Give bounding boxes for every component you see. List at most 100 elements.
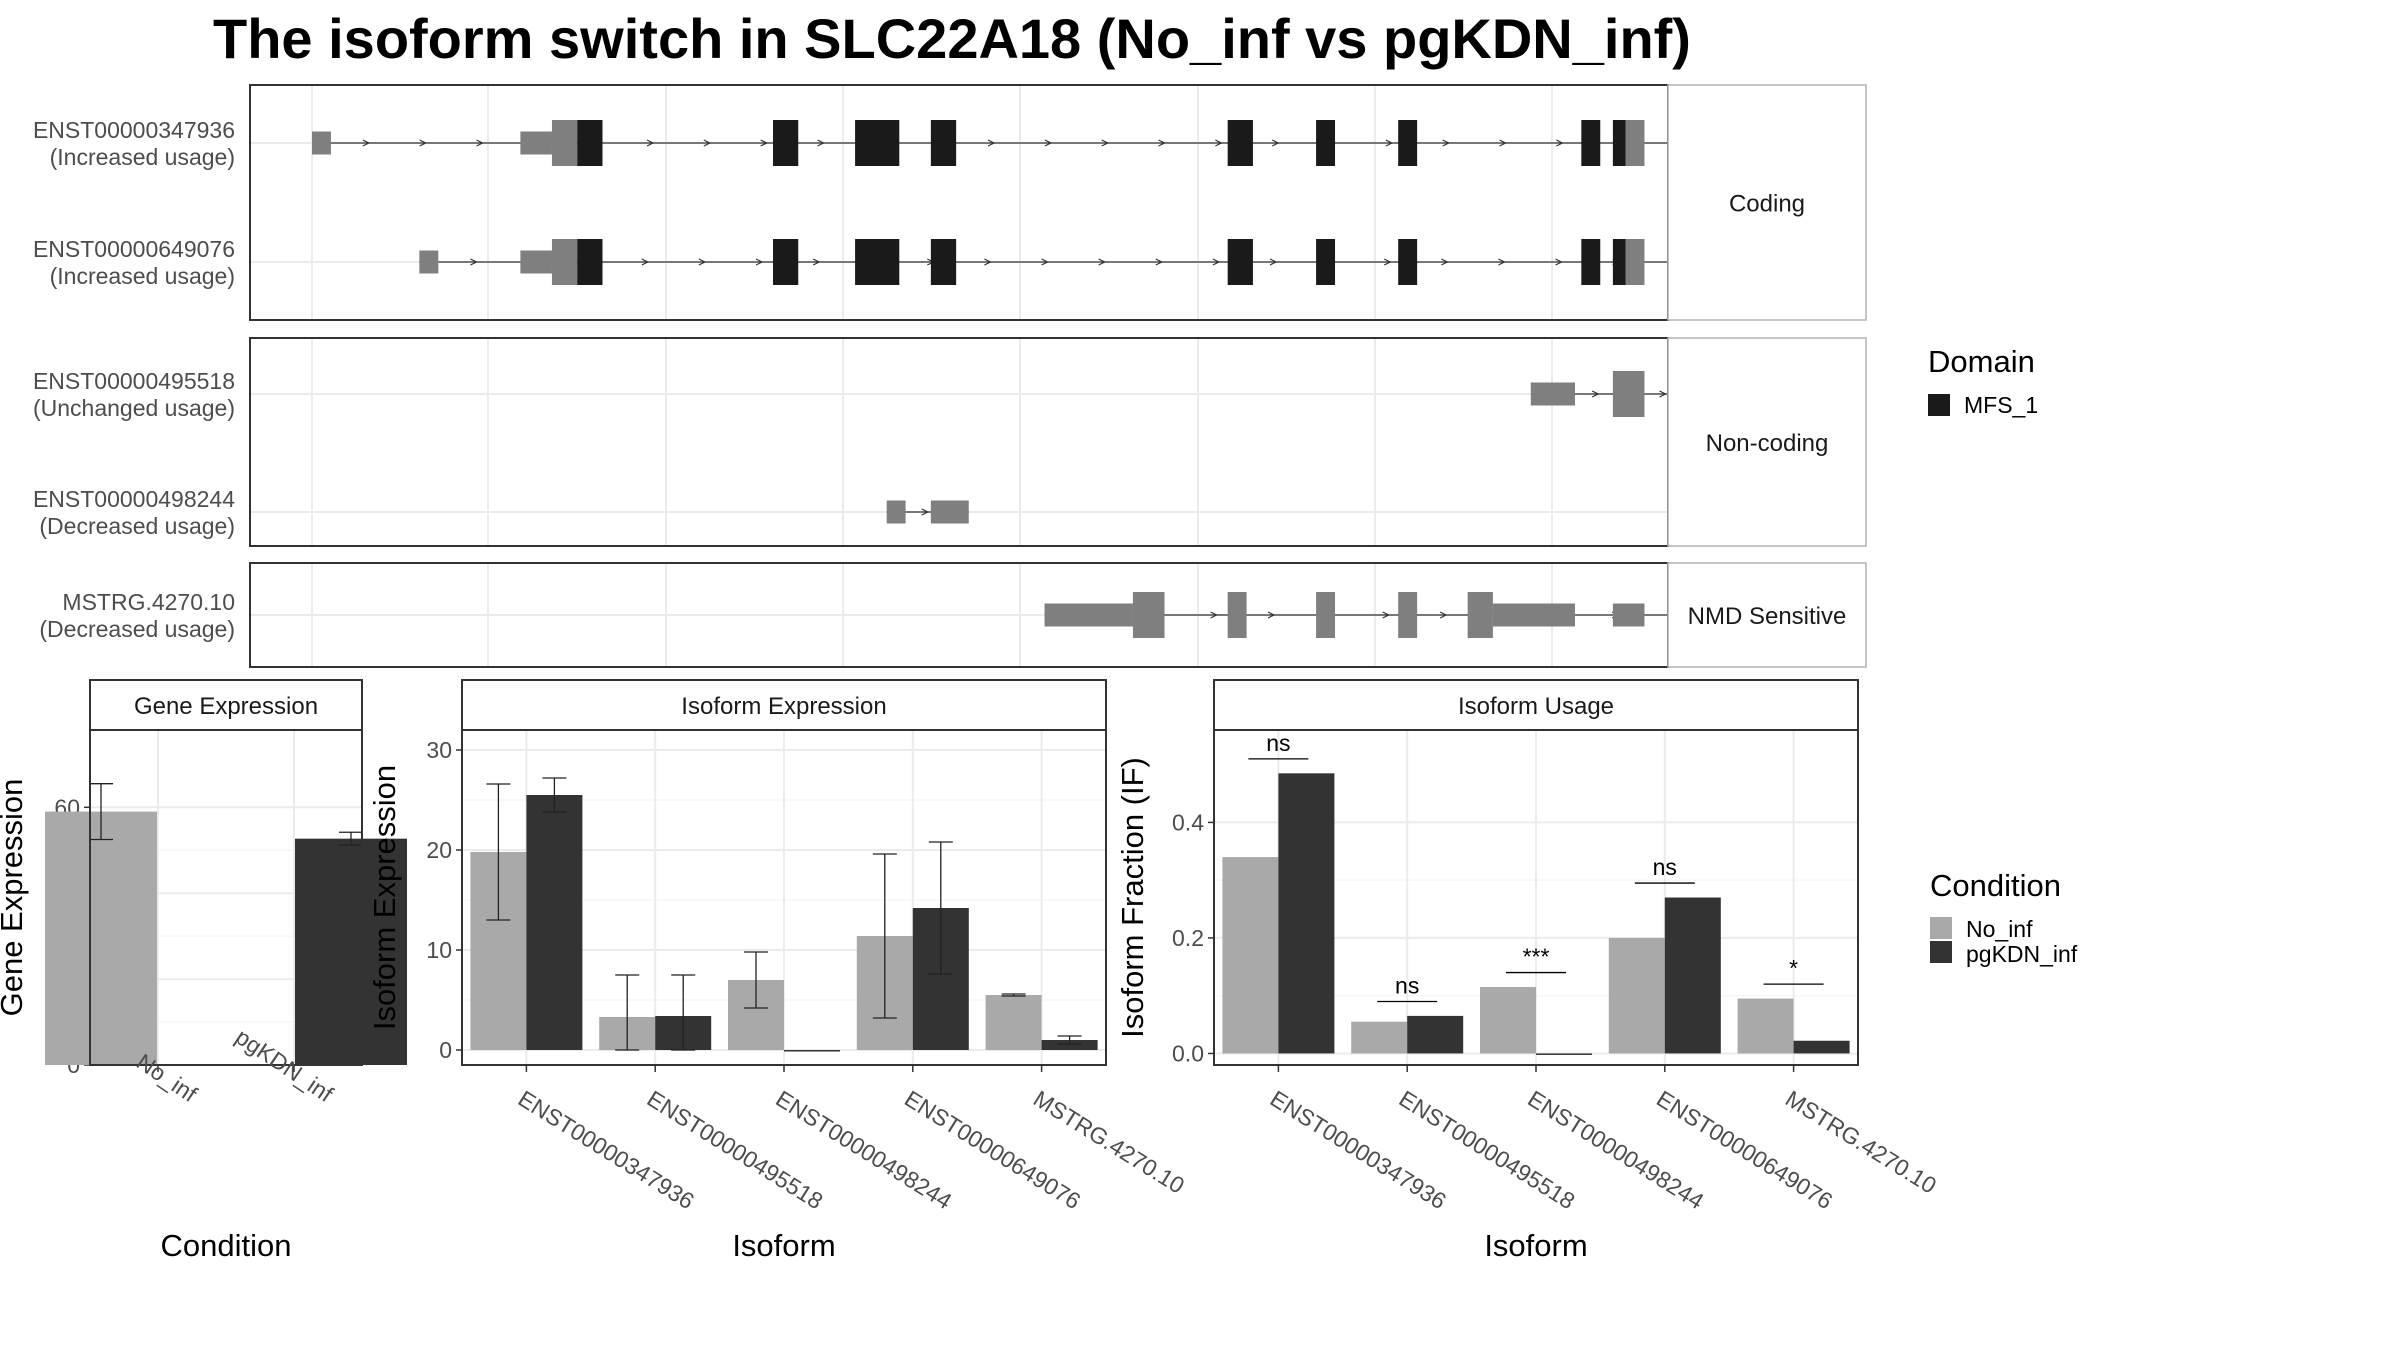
domain-exon	[930, 120, 957, 166]
condition-legend: Condition No_inf pgKDN_inf	[1930, 868, 2078, 967]
chart-strip-box	[89, 679, 363, 731]
transcript-usage-label: (Increased usage)	[50, 263, 235, 289]
bar-pgkdn-inf-enst00000498244	[784, 1050, 840, 1052]
domain-exon	[1581, 239, 1601, 285]
y-tick-label: 0.0	[1172, 1040, 1204, 1066]
figure-title: The isoform switch in SLC22A18 (No_inf v…	[213, 7, 1691, 70]
intron-direction-arrow	[1442, 139, 1451, 147]
x-axis-title: Isoform	[1484, 1228, 1587, 1263]
bar-no-inf-mstrg-4270-10	[1737, 998, 1794, 1054]
transcript-label-mstrg-4270-10: MSTRG.4270.10	[62, 589, 235, 615]
intron-direction-arrow	[1210, 611, 1218, 619]
expression-bar-charts: 0204060Gene ExpressionNo_infpgKDN_infGen…	[0, 679, 1941, 1263]
exon-block	[551, 120, 578, 166]
bar-no-inf-no-inf	[45, 811, 157, 1065]
structure-strip-box	[1667, 562, 1867, 668]
exon-block	[1625, 239, 1645, 285]
transcript-usage-label: (Decreased usage)	[39, 616, 235, 642]
chart-strip-box	[461, 679, 1107, 731]
domain-exon	[1316, 239, 1336, 285]
bar-pgkdn-inf-enst00000495518	[1407, 1015, 1464, 1054]
bar-no-inf-enst00000347936	[1222, 857, 1279, 1054]
strip-label-coding: Coding	[1729, 191, 1805, 218]
domain-exon	[1581, 120, 1601, 166]
intron-direction-arrow	[1383, 258, 1392, 266]
exon-block	[1044, 603, 1133, 627]
domain-legend: Domain MFS_1	[1928, 344, 2038, 418]
condition-legend-label-no-inf: No_inf	[1966, 916, 2033, 942]
y-tick-label: 0.2	[1172, 925, 1204, 951]
bar-no-inf-enst00000498244	[1480, 987, 1536, 1054]
transcript-label-enst00000498244: ENST00000498244	[33, 486, 235, 512]
intron-direction-arrow	[1659, 390, 1667, 398]
y-axis-title: Isoform Expression	[367, 765, 402, 1030]
bar-pgkdn-inf-mstrg-4270-10	[1041, 1040, 1098, 1050]
domain-exon	[1398, 120, 1418, 166]
exon-block	[312, 131, 331, 155]
chart-strip-label: Isoform Usage	[1458, 693, 1614, 720]
transcript-usage-label: (Increased usage)	[50, 144, 235, 170]
intron-direction-arrow	[755, 258, 764, 266]
significance-label: *	[1789, 955, 1798, 981]
exon-block	[1612, 371, 1645, 417]
intron-direction-arrow	[1499, 139, 1507, 147]
y-tick-label: 0.4	[1172, 809, 1204, 835]
structure-strip-box	[1667, 337, 1867, 547]
intron-direction-arrow	[1215, 139, 1223, 147]
exon-block	[1316, 592, 1336, 638]
exon-block	[551, 239, 578, 285]
intron-direction-arrow	[646, 139, 655, 147]
intron-direction-arrow	[812, 258, 821, 266]
condition-legend-title: Condition	[1930, 868, 2061, 903]
x-axis-title: Condition	[161, 1228, 292, 1263]
exon-block	[1398, 592, 1418, 638]
intron-direction-arrow	[1498, 258, 1506, 266]
intron-direction-arrow	[1212, 258, 1221, 266]
exon-block	[520, 250, 552, 274]
intron-direction-arrow	[1155, 258, 1164, 266]
exon-block	[1530, 382, 1575, 406]
intron-direction-arrow	[1439, 611, 1448, 619]
domain-legend-label: MFS_1	[1964, 392, 2038, 418]
domain-exon	[772, 120, 799, 166]
intron-direction-arrow	[1555, 258, 1563, 266]
domain-exon	[1612, 239, 1626, 285]
intron-direction-arrow	[641, 258, 650, 266]
bar-pgkdn-inf-enst00000498244	[1536, 1053, 1592, 1055]
y-axis-title: Isoform Fraction (IF)	[1115, 757, 1150, 1038]
exon-block	[1492, 603, 1575, 627]
domain-exon	[1398, 239, 1418, 285]
domain-exon	[1316, 120, 1336, 166]
transcript-label-enst00000347936: ENST00000347936	[33, 117, 235, 143]
bar-no-inf-enst00000495518	[1351, 1021, 1408, 1054]
exon-block	[1612, 603, 1645, 627]
intron-direction-arrow	[1382, 611, 1391, 619]
significance-label: ns	[1266, 730, 1290, 756]
intron-direction-arrow	[1556, 139, 1564, 147]
structure-panel-bg	[250, 85, 1668, 320]
bar-no-inf-mstrg-4270-10	[985, 995, 1042, 1050]
y-tick-label: 20	[426, 837, 452, 863]
exon-block	[886, 500, 906, 524]
chart-strip-label: Gene Expression	[134, 693, 318, 720]
domain-exon	[1612, 120, 1626, 166]
domain-exon	[855, 239, 900, 285]
transcript-label-enst00000649076: ENST00000649076	[33, 236, 235, 262]
bar-pgkdn-inf-enst00000347936	[526, 795, 583, 1050]
transcript-structure-plot: ENST00000347936(Increased usage)ENST0000…	[33, 84, 1867, 668]
bar-pgkdn-inf-enst00000347936	[1278, 773, 1335, 1054]
transcript-label-enst00000495518: ENST00000495518	[33, 368, 235, 394]
significance-label: ns	[1395, 972, 1419, 998]
intron-direction-arrow	[1269, 258, 1278, 266]
strip-label-non-coding: Non-coding	[1706, 430, 1829, 457]
intron-direction-arrow	[362, 139, 371, 147]
intron-direction-arrow	[921, 508, 930, 516]
exon-block	[930, 500, 969, 524]
intron-direction-arrow	[1271, 139, 1280, 147]
y-tick-label: 0	[439, 1037, 452, 1063]
significance-label: ns	[1653, 854, 1677, 880]
y-tick-label: 30	[426, 737, 452, 763]
intron-direction-arrow	[470, 258, 478, 266]
condition-legend-key-no-inf	[1930, 917, 1952, 939]
